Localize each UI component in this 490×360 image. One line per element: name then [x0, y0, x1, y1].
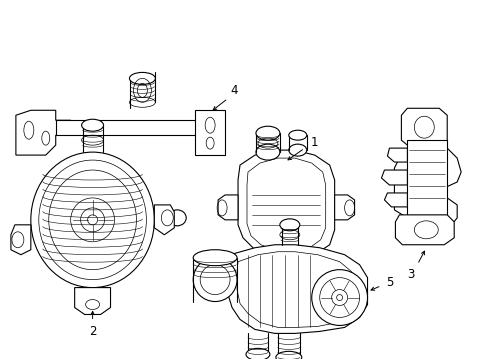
Polygon shape [247, 158, 326, 251]
Polygon shape [401, 108, 447, 145]
Ellipse shape [168, 210, 186, 226]
Polygon shape [335, 195, 355, 220]
Ellipse shape [289, 130, 307, 140]
Polygon shape [385, 193, 407, 207]
Ellipse shape [246, 348, 270, 360]
Text: 2: 2 [89, 325, 97, 338]
Polygon shape [238, 150, 335, 258]
Polygon shape [388, 148, 407, 162]
Polygon shape [248, 258, 275, 292]
Ellipse shape [31, 152, 154, 288]
Polygon shape [382, 170, 407, 185]
Polygon shape [237, 252, 358, 328]
Polygon shape [218, 195, 238, 220]
Ellipse shape [289, 144, 307, 156]
Polygon shape [394, 143, 461, 235]
Polygon shape [56, 120, 220, 135]
Ellipse shape [290, 275, 310, 285]
Ellipse shape [280, 219, 300, 231]
Polygon shape [228, 245, 368, 333]
Ellipse shape [256, 126, 280, 140]
Ellipse shape [193, 250, 237, 266]
Polygon shape [395, 215, 454, 245]
Ellipse shape [276, 351, 302, 360]
Text: 4: 4 [230, 84, 238, 97]
Polygon shape [11, 225, 31, 255]
Polygon shape [74, 288, 111, 315]
Text: 5: 5 [386, 276, 393, 289]
Ellipse shape [256, 144, 280, 160]
Ellipse shape [193, 258, 237, 302]
Ellipse shape [129, 72, 155, 84]
Text: 1: 1 [311, 136, 318, 149]
Ellipse shape [312, 270, 368, 325]
Polygon shape [407, 140, 447, 215]
Ellipse shape [82, 119, 103, 131]
Polygon shape [154, 205, 174, 235]
Polygon shape [16, 110, 71, 155]
Text: 3: 3 [408, 268, 415, 281]
Polygon shape [195, 110, 225, 155]
